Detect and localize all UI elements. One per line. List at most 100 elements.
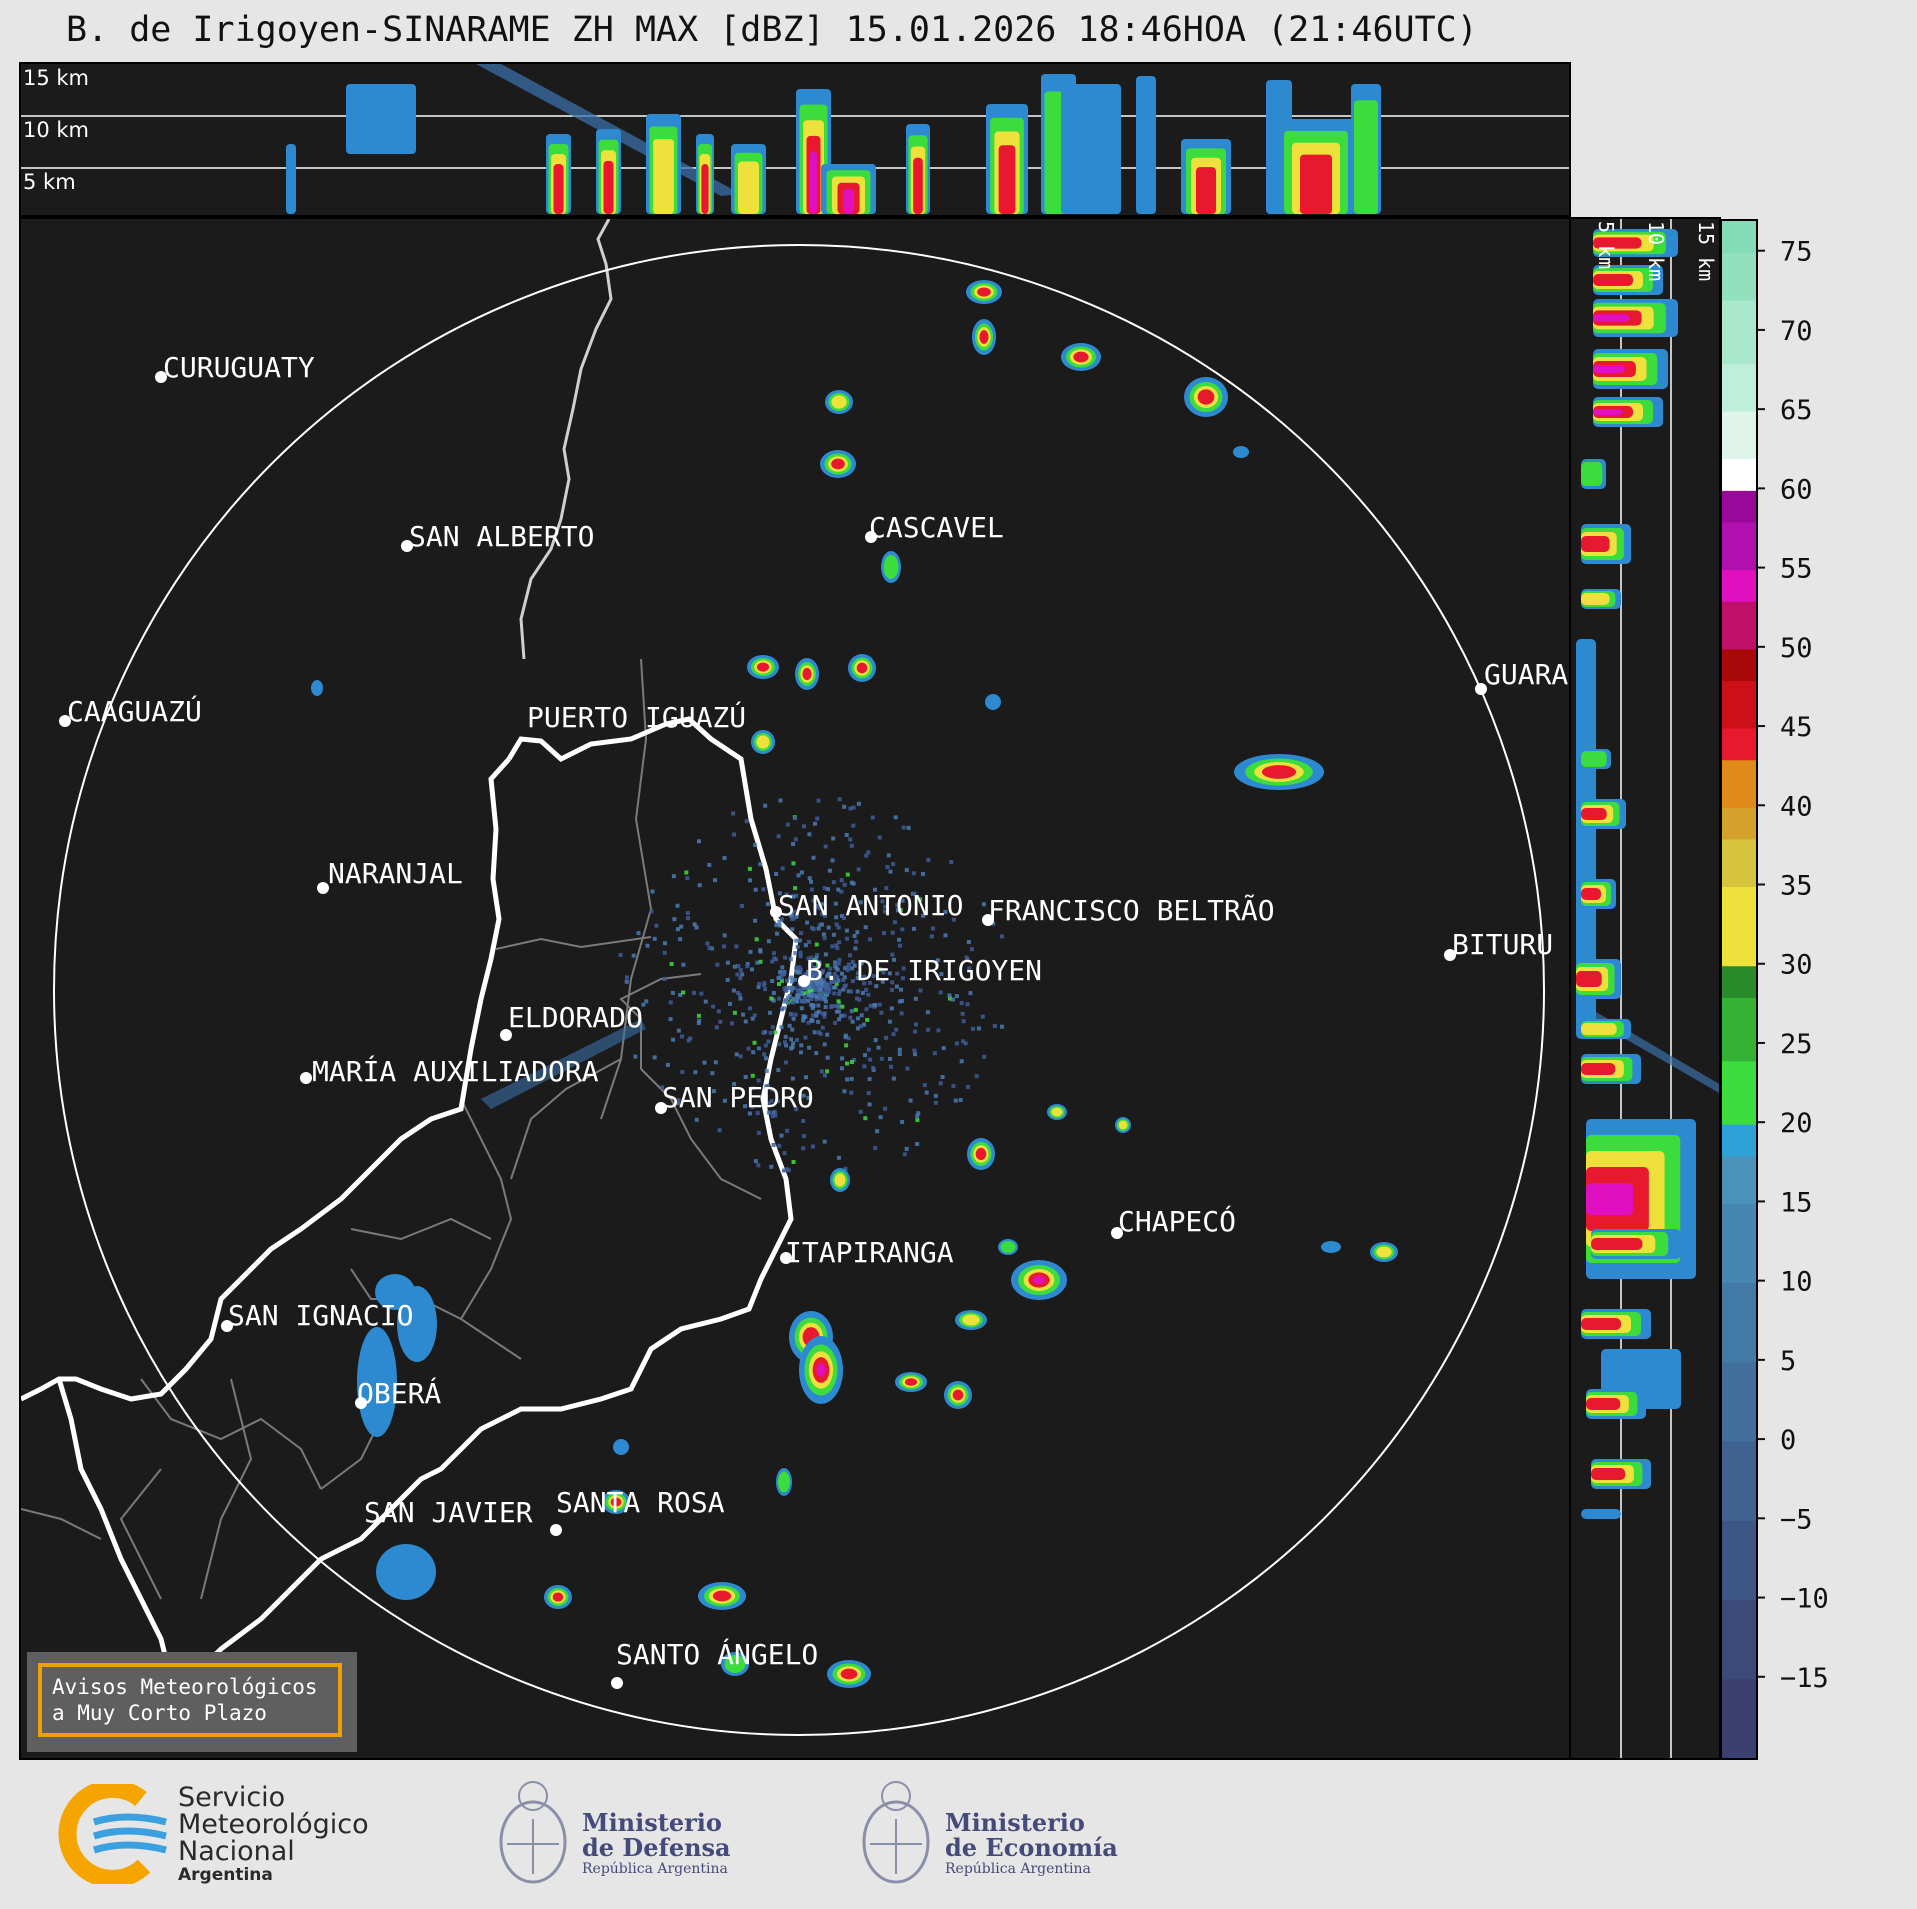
- storm-cell: [827, 1660, 871, 1688]
- warning-line-2: a Muy Corto Plazo: [52, 1701, 267, 1725]
- echo-row: [1591, 1229, 1681, 1259]
- echo-column: [1061, 84, 1121, 214]
- misiones-border-west: [21, 757, 511, 1402]
- storm-cell: [751, 730, 775, 754]
- storm-cell: [1047, 1104, 1067, 1120]
- economia-line-3: República Argentina: [945, 1861, 1091, 1877]
- storm-cell: [376, 1544, 436, 1600]
- storm-cell: [311, 680, 323, 696]
- colorbar-tick-label: −15: [1780, 1663, 1829, 1694]
- colorbar-tick-label: 10: [1780, 1267, 1813, 1298]
- city-dot: [780, 1252, 792, 1264]
- economia-logo-text: Ministerio de Economía República Argenti…: [945, 1810, 1118, 1878]
- echo-row: [1593, 397, 1663, 427]
- storm-cell: [375, 1274, 415, 1310]
- city-label: SAN IGNACIO: [228, 1299, 413, 1332]
- city-label: B. DE IRIGOYEN: [806, 954, 1042, 987]
- colorbar-segment: [1722, 1060, 1756, 1125]
- echo-row: [1581, 799, 1626, 829]
- smn-line-4: Argentina: [178, 1865, 273, 1885]
- echo-row: [1581, 1054, 1641, 1084]
- colorbar-segment: [1722, 601, 1756, 650]
- storm-cell: [1233, 446, 1249, 458]
- defensa-line-2: de Defensa: [582, 1833, 731, 1862]
- echo-column: [731, 144, 766, 214]
- storm-cell: [698, 1582, 746, 1610]
- storm-cell: [721, 1652, 749, 1676]
- colorbar-tick-label: 55: [1780, 554, 1813, 585]
- storm-cell: [613, 1439, 629, 1455]
- storm-cell: [998, 1239, 1018, 1255]
- storm-cell: [944, 1381, 972, 1409]
- colorbar-tick-label: 70: [1780, 316, 1813, 347]
- city-label: ITAPIRANGA: [785, 1236, 954, 1269]
- echo-row: [1593, 299, 1678, 337]
- storm-cell: [1370, 1242, 1398, 1262]
- corrientes-border: [56, 1378, 179, 1700]
- paraguay-brazil-border: [519, 219, 613, 660]
- echo-column: [646, 114, 681, 214]
- city-label: PUERTO IGUAZÚ: [527, 700, 746, 734]
- storm-cell: [1184, 377, 1228, 417]
- city-dot: [317, 882, 329, 894]
- storm-cell: [602, 1490, 630, 1514]
- city-label: CAAGUAZÚ: [67, 694, 202, 728]
- alt-label-15km: 15 km: [23, 66, 90, 90]
- storm-cell: [799, 1336, 843, 1404]
- city-dot: [355, 1397, 367, 1409]
- city-dot: [221, 1320, 233, 1332]
- echo-row: [1593, 349, 1668, 389]
- storm-cell: [1321, 1241, 1341, 1253]
- city-dot: [1111, 1227, 1123, 1239]
- storm-cell: [544, 1585, 572, 1609]
- city-dot: [770, 906, 782, 918]
- echo-column: [546, 134, 571, 214]
- echo-row: [1593, 229, 1678, 257]
- colorbar-segment: [1722, 680, 1756, 729]
- colorbar-segment: [1722, 838, 1756, 888]
- city-dot: [655, 1102, 667, 1114]
- echo-column: [1351, 84, 1381, 214]
- city-label: SAN PEDRO: [662, 1081, 814, 1114]
- storm-cell: [795, 658, 819, 690]
- colorbar-gradient: [1722, 221, 1756, 1759]
- echo-column: [286, 144, 296, 214]
- colorbar-segment: [1722, 569, 1756, 602]
- storm-cell: [1234, 754, 1324, 790]
- echo-column: [1181, 139, 1231, 214]
- coat-of-arms-icon: [499, 1781, 567, 1884]
- colorbar-tick-label: 15: [1780, 1187, 1813, 1218]
- city-dot: [611, 1677, 623, 1689]
- colorbar-segment: [1722, 458, 1756, 491]
- colorbar-tick-label: 50: [1780, 633, 1813, 664]
- city-label: SAN JAVIER: [364, 1496, 533, 1529]
- echo-row: [1581, 879, 1616, 909]
- city-dot: [401, 540, 413, 552]
- colorbar-segment: [1722, 1599, 1756, 1680]
- echo-column: [696, 134, 714, 214]
- city-label: ELDORADO: [508, 1001, 643, 1034]
- ground-clutter: [618, 797, 1004, 1174]
- right-cross-section-plot: 5 km 10 km 15 km: [1576, 219, 1719, 1758]
- storm-cell: [966, 280, 1002, 304]
- city-label: GUARA: [1484, 658, 1568, 691]
- storm-cells: [311, 280, 1398, 1688]
- echo-row: [1581, 1509, 1621, 1519]
- misiones-border-east: [174, 716, 799, 1701]
- beam-streak: [481, 1019, 646, 1109]
- colorbar-tick-label: 0: [1780, 1425, 1796, 1456]
- defensa-line-3: República Argentina: [582, 1861, 728, 1877]
- colorbar-segment: [1722, 522, 1756, 571]
- colorbar-segment: [1722, 1361, 1756, 1442]
- city-label: CASCAVEL: [869, 511, 1004, 544]
- smn-line-2: Meteorológico: [178, 1809, 369, 1840]
- storm-cell: [972, 319, 996, 355]
- smn-logo-icon: [58, 1784, 167, 1884]
- colorbar-segment: [1722, 1678, 1756, 1759]
- department-boundaries: [21, 658, 762, 1600]
- economia-line-2: de Economía: [945, 1833, 1118, 1862]
- echo-column: [986, 104, 1028, 214]
- city-label: CHAPECÓ: [1118, 1204, 1236, 1238]
- colorbar-segment: [1722, 363, 1756, 412]
- echo-row: [1581, 749, 1611, 769]
